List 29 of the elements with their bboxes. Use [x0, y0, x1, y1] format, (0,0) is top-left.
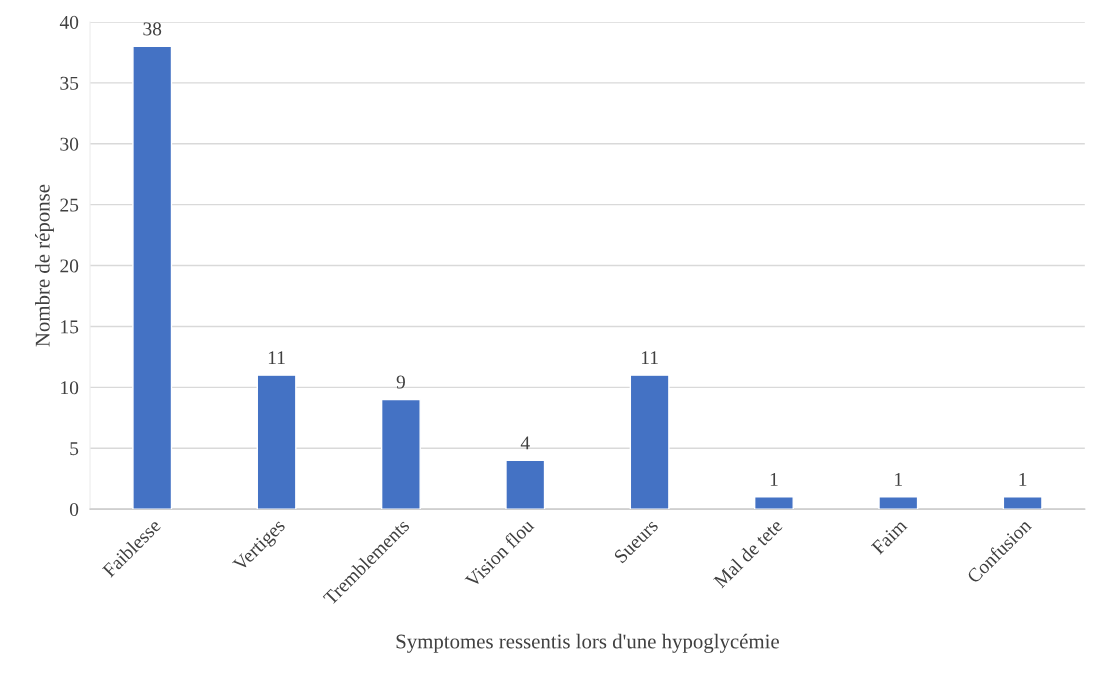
y-tick-label: 25 [60, 198, 79, 212]
y-tick-label: 40 [59, 15, 79, 29]
y-tick-label: 30 [60, 137, 79, 151]
y-tick-label: 35 [60, 76, 79, 90]
x-tick-label: Mal de tete [712, 517, 784, 589]
bar [629, 374, 670, 510]
bar [132, 45, 173, 510]
y-tick-label: 15 [61, 320, 79, 334]
data-label: 1 [1019, 473, 1027, 486]
data-label: 4 [520, 436, 530, 450]
data-label: 38 [143, 22, 162, 36]
y-axis-title: Nombre de réponse [35, 184, 54, 347]
data-label: 9 [396, 375, 405, 389]
y-tick-label: 20 [60, 259, 79, 273]
data-label: 1 [895, 473, 902, 486]
y-tick-label: 0 [69, 502, 79, 517]
bar [878, 496, 919, 510]
data-label: 1 [770, 473, 778, 486]
y-tick-label: 5 [70, 442, 79, 456]
bar [753, 496, 794, 510]
bar [1002, 496, 1043, 510]
bar [256, 374, 297, 510]
bar [505, 459, 546, 510]
data-label: 11 [641, 351, 658, 365]
bar [380, 398, 421, 510]
x-axis-title: Symptomes ressentis lors d'une hypoglycémie [396, 633, 779, 653]
data-label: 11 [268, 351, 285, 365]
x-tick-label: Faim [870, 518, 908, 555]
y-tick-label: 10 [61, 381, 79, 395]
